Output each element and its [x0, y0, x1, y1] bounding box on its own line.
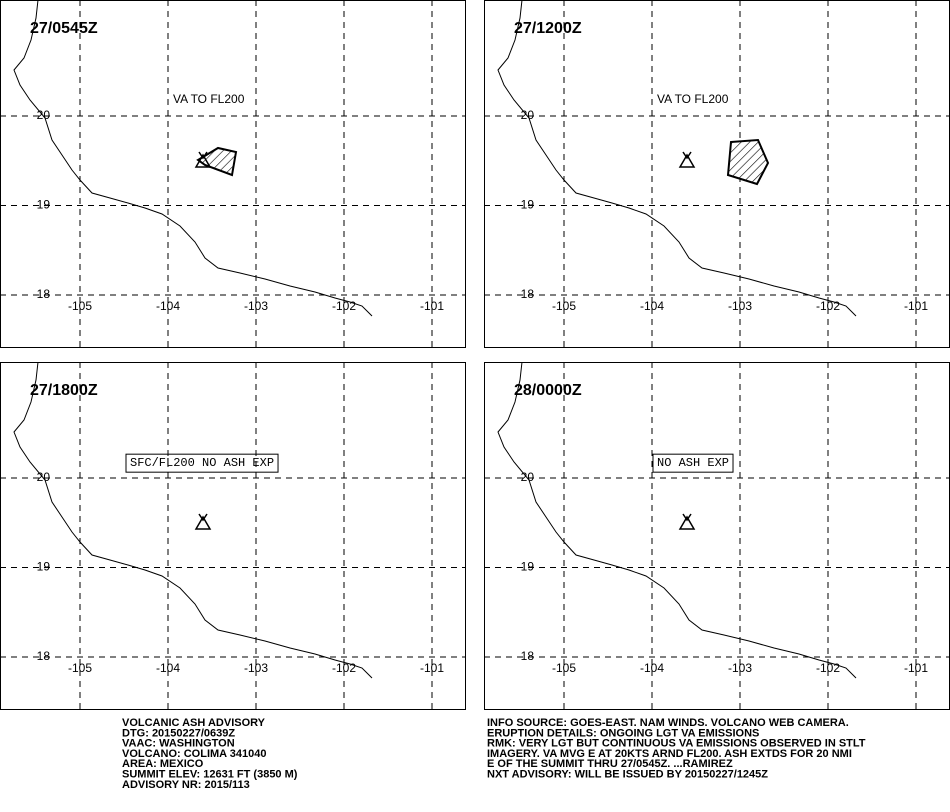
lon-label: -104 — [640, 661, 664, 675]
advisory-text: RMK: VERY LGT BUT CONTINUOUS VA EMISSION… — [487, 738, 866, 750]
label-box — [125, 453, 279, 473]
valid-time: 27/1800Z — [30, 382, 98, 399]
lon-label: -101 — [904, 661, 928, 675]
map-panel: -105 -104 -103 -102 -101 20 19 18 27/1800Z SFC/FL… — [0, 361, 466, 710]
advisory-text: VOLCANIC ASH ADVISORY — [122, 717, 266, 729]
ash-label: SFC/FL200 NO ASH EXP — [130, 456, 274, 470]
lat-label: 18 — [521, 287, 535, 301]
label-box — [652, 453, 734, 473]
ash-label: NO ASH EXP — [657, 456, 729, 470]
lon-label: -105 — [552, 299, 576, 313]
lon-label: -105 — [552, 661, 576, 675]
panel-frame — [0, 362, 466, 710]
lon-label: -103 — [728, 299, 752, 313]
advisory-text: IMAGERY. VA MVG E AT 20KTS ARND FL200. A… — [487, 748, 852, 760]
lon-label: -102 — [332, 299, 356, 313]
lon-label: -101 — [420, 661, 444, 675]
lon-label: -104 — [156, 661, 180, 675]
lon-label: -102 — [332, 661, 356, 675]
lon-label: -102 — [816, 299, 840, 313]
lon-label: -103 — [244, 661, 268, 675]
lat-label: 19 — [521, 560, 535, 574]
panel-frame — [0, 0, 466, 348]
lon-label: -101 — [904, 299, 928, 313]
advisory-text: ADVISORY NR: 2015/113 — [122, 779, 250, 791]
lat-label: 18 — [37, 649, 51, 663]
advisory-text: DTG: 20150227/0639Z — [122, 727, 235, 739]
lat-label: 20 — [37, 108, 51, 122]
lat-label: 18 — [521, 649, 535, 663]
advisory-text: ERUPTION DETAILS: ONGOING LGT VA EMISSIO… — [487, 727, 759, 739]
lon-label: -103 — [244, 299, 268, 313]
volcano-icon — [678, 513, 696, 530]
valid-time: 27/0545Z — [30, 20, 98, 37]
advisory-text: AREA: MEXICO — [122, 758, 204, 770]
lon-label: -104 — [156, 299, 180, 313]
lon-label: -104 — [640, 299, 664, 313]
advisory-text: NXT ADVISORY: WILL BE ISSUED BY 20150227… — [487, 769, 768, 781]
advisory-text: E OF THE SUMMIT THRU 27/0545Z. ...RAMIRE… — [487, 758, 733, 770]
map-panel: -105 -104 -103 -102 -101 20 19 18 27/0545Z VA TO … — [0, 0, 466, 348]
volcano-icon — [678, 151, 696, 168]
advisory-text: INFO SOURCE: GOES-EAST. NAM WINDS. VOLCA… — [487, 717, 849, 729]
lon-label: -105 — [68, 299, 92, 313]
advisory-text: VOLCANO: COLIMA 341040 — [122, 748, 266, 760]
lon-label: -101 — [420, 299, 444, 313]
lon-label: -103 — [728, 661, 752, 675]
lat-label: 19 — [521, 198, 535, 212]
lat-label: 19 — [37, 560, 51, 574]
lat-label: 20 — [521, 470, 535, 484]
lon-label: -102 — [816, 661, 840, 675]
advisory-text: SUMMIT ELEV: 12631 FT (3850 M) — [122, 769, 298, 781]
lat-label: 19 — [37, 198, 51, 212]
ash-area — [726, 138, 770, 186]
valid-time: 27/1200Z — [514, 20, 582, 37]
volcano-icon — [194, 151, 212, 168]
lat-label: 20 — [37, 470, 51, 484]
ash-label: VA TO FL200 — [657, 92, 729, 106]
volcano-icon — [194, 513, 212, 530]
advisory-text: VAAC: WASHINGTON — [122, 738, 235, 750]
lat-label: 18 — [37, 287, 51, 301]
valid-time: 28/0000Z — [514, 382, 582, 399]
ash-area — [196, 146, 238, 177]
lat-label: 20 — [521, 108, 535, 122]
lon-label: -105 — [68, 661, 92, 675]
ash-label: VA TO FL200 — [173, 92, 245, 106]
